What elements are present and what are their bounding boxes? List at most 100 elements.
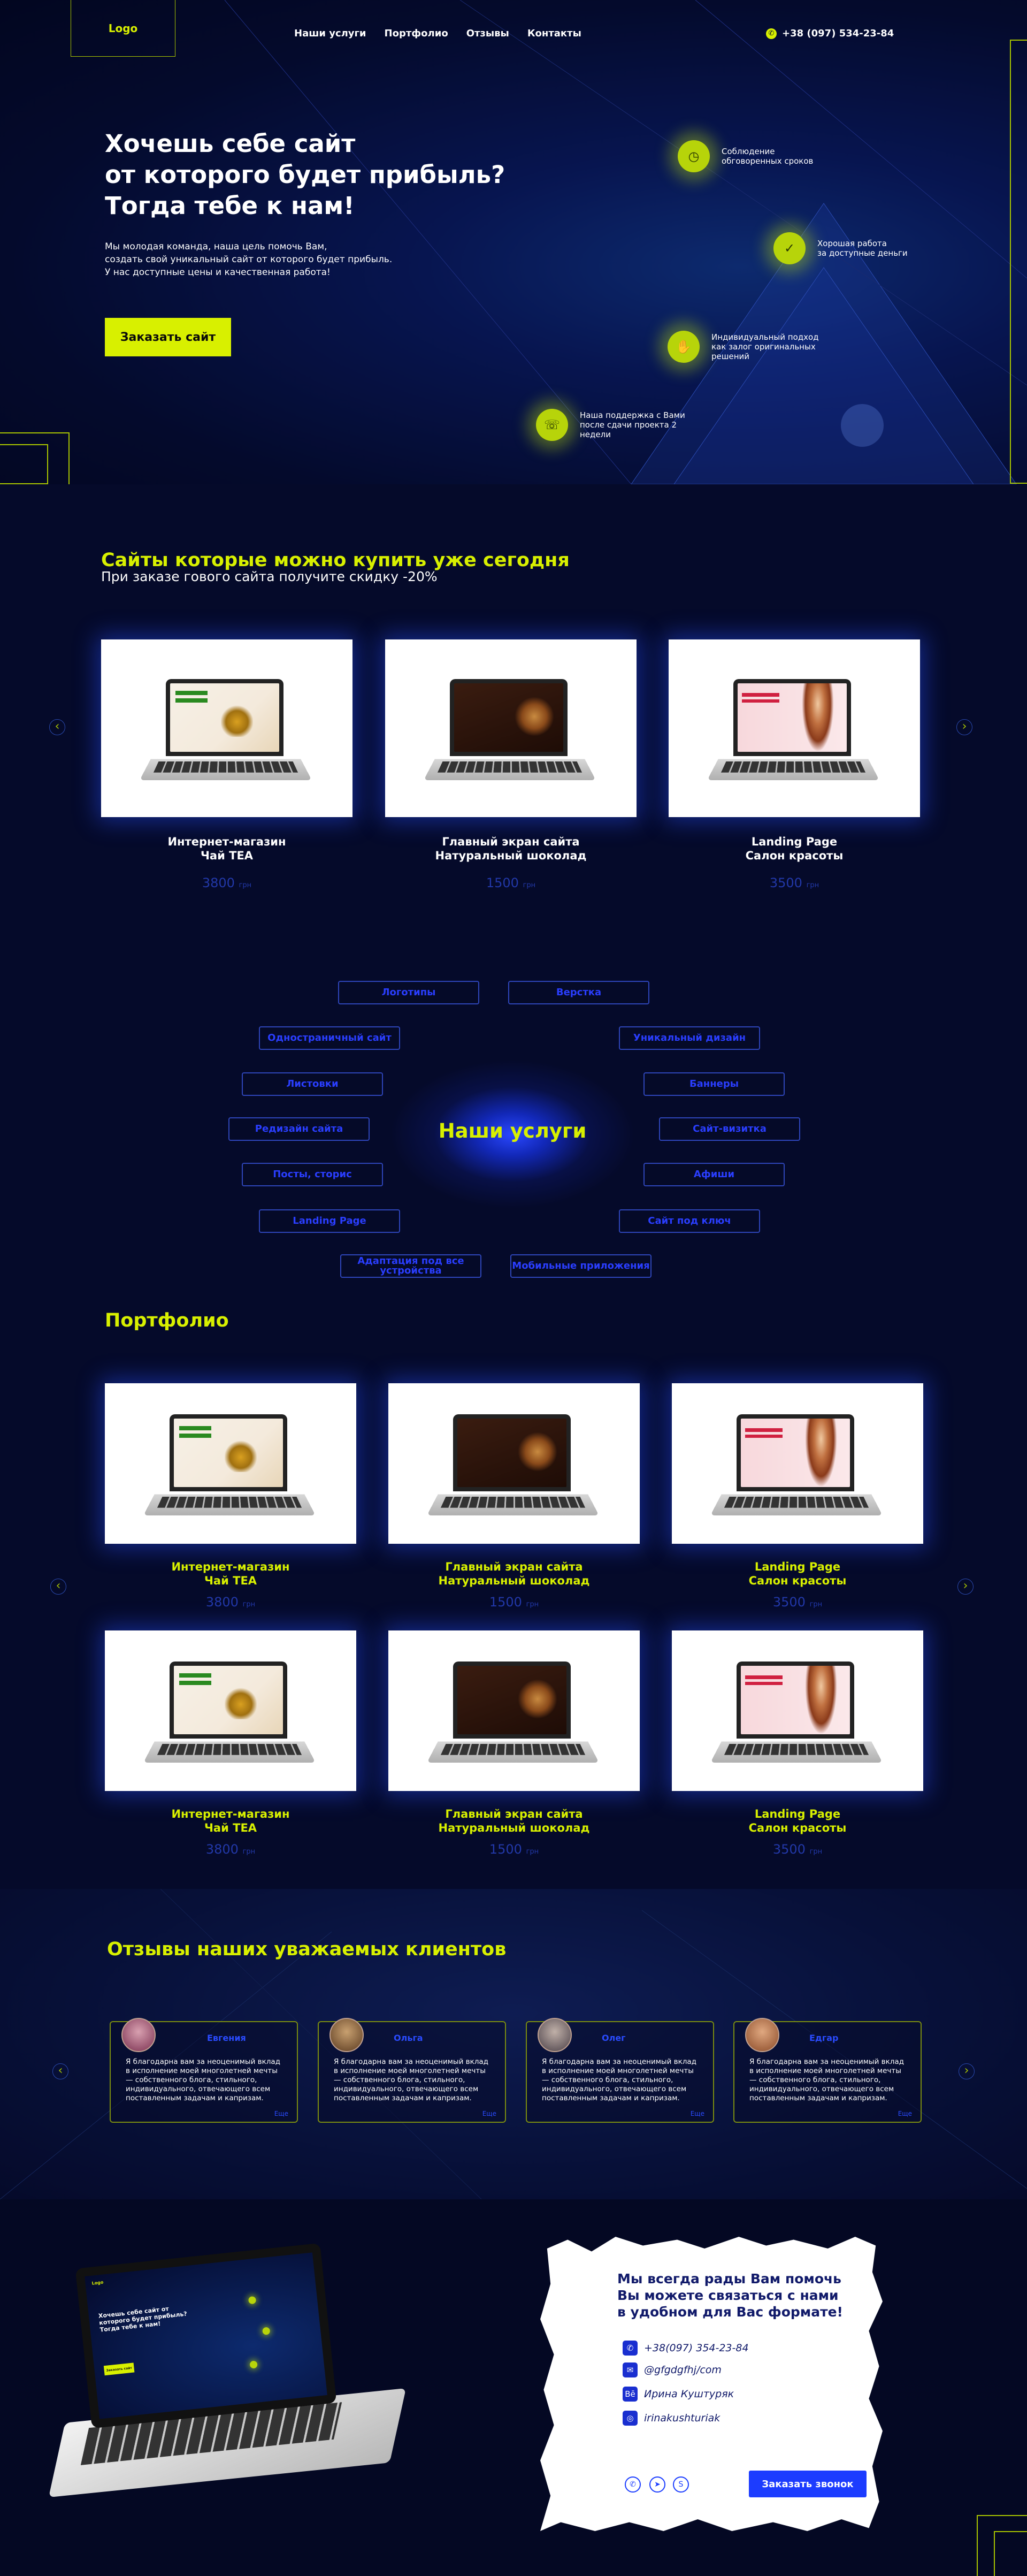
contact-behance[interactable]: Bē Ирина Куштуряк [623, 2387, 734, 2402]
laptop-mockup [710, 1405, 883, 1522]
review-author: Олег [602, 2033, 626, 2043]
viber-icon[interactable]: ✆ [625, 2476, 641, 2493]
service-business-card-site[interactable]: Сайт-визитка [659, 1117, 800, 1141]
service-markup[interactable]: Верстка [508, 981, 649, 1004]
phone-icon: ✆ [766, 28, 777, 39]
nav-contacts[interactable]: Контакты [527, 28, 581, 39]
service-logos[interactable]: Логотипы [338, 981, 479, 1004]
skype-icon[interactable]: S [673, 2476, 689, 2493]
feature-text: Соблюдение обговоренных сроков [722, 147, 814, 166]
telegram-icon[interactable]: ➤ [649, 2476, 665, 2493]
clock-icon: ◷ [678, 140, 710, 172]
service-banners[interactable]: Баннеры [643, 1072, 785, 1096]
laptop-mockup [143, 1405, 316, 1522]
hero-section: Logo Наши услуги Портфолио Отзывы Контак… [0, 0, 1027, 484]
feature-support: ☏ Наша поддержка с Вами после сдачи проек… [536, 409, 708, 441]
review-text: Я благодарна вам за неоценимый вклад в и… [334, 2057, 489, 2102]
feature-price: ✓ Хорошая работа за доступные деньги [773, 232, 946, 264]
nav-services[interactable]: Наши услуги [294, 28, 366, 39]
ready-card-image[interactable] [101, 639, 352, 817]
reviews-next-arrow[interactable]: › [959, 2063, 975, 2079]
portfolio-prev-arrow[interactable]: ‹ [50, 1579, 66, 1595]
feature-individual: ✋ Индивидуальный подход как залог оригина… [668, 331, 840, 363]
portfolio-card-title: Landing Page Салон красоты [748, 1808, 847, 1834]
decor-square [0, 444, 48, 484]
review-more-link[interactable]: Еще [690, 2110, 704, 2117]
mini-logo: Logo [91, 2280, 104, 2286]
avatar [538, 2018, 572, 2052]
header-phone[interactable]: ✆ +38 (097) 534-23-84 [766, 28, 894, 39]
hero-title-line: Хочешь себе сайт [105, 129, 356, 158]
order-site-button[interactable]: Заказать сайт [105, 318, 231, 356]
contact-phone[interactable]: ✆ +38(097) 354-23-84 [623, 2341, 749, 2356]
reviews-prev-arrow[interactable]: ‹ [52, 2063, 68, 2079]
hero-text-line: У нас доступные цены и качественная рабо… [105, 267, 331, 278]
ready-card-image[interactable] [385, 639, 637, 817]
main-nav: Наши услуги Портфолио Отзывы Контакты [294, 28, 581, 39]
review-more-link[interactable]: Еще [898, 2110, 912, 2117]
laptop-mockup [426, 1652, 600, 1770]
mini-title: Хочешь себе сайт от которого будет прибы… [98, 2305, 188, 2334]
ready-card-title: Главный экран сайта Натуральный шоколад [435, 835, 587, 862]
portfolio-card-image[interactable] [672, 1630, 923, 1791]
nav-portfolio[interactable]: Портфолио [384, 28, 448, 39]
mail-icon: ✉ [623, 2362, 638, 2377]
instagram-icon: ◎ [623, 2411, 638, 2426]
service-posters[interactable]: Афиши [643, 1163, 785, 1186]
service-one-page[interactable]: Одностраничный сайт [259, 1026, 400, 1050]
contact-email[interactable]: ✉ @gfgdgfhj/com [623, 2362, 722, 2377]
support-icon: ☏ [536, 409, 568, 441]
laptop-mockup [423, 669, 596, 787]
mini-order-button: Заказать сайт [103, 2362, 135, 2376]
check-icon: ✓ [773, 232, 806, 264]
avatar [745, 2018, 779, 2052]
portfolio-card-image[interactable] [672, 1383, 923, 1544]
contact-title: Мы всегда рады Вам помочь Вы можете связа… [617, 2271, 843, 2320]
review-author: Ольга [394, 2033, 423, 2043]
service-redesign[interactable]: Редизайн сайта [228, 1117, 370, 1141]
portfolio-card-price: 1500 грн [489, 1595, 539, 1610]
hero-text-line: создать свой уникальный сайт от которого… [105, 254, 393, 265]
review-more-link[interactable]: Еще [482, 2110, 496, 2117]
service-posts[interactable]: Посты, сторис [242, 1163, 383, 1186]
ready-card-title: Интернет-магазин Чай TEA [167, 835, 286, 862]
ready-card-price: 3800 грн [202, 875, 252, 890]
service-turnkey-site[interactable]: Сайт под ключ [619, 1209, 760, 1233]
ready-subtitle: При заказе гового сайта получите скидку … [101, 569, 438, 584]
portfolio-next-arrow[interactable]: › [957, 1579, 974, 1595]
logo[interactable]: Logo [71, 0, 175, 57]
logo-text: Logo [108, 21, 138, 35]
request-call-button[interactable]: Заказать звонок [749, 2471, 867, 2497]
review-text: Я благодарна вам за неоценимый вклад в и… [542, 2057, 697, 2102]
service-flyers[interactable]: Листовки [242, 1072, 383, 1096]
portfolio-card-title: Интернет-магазин Чай TEA [171, 1560, 290, 1587]
ready-next-arrow[interactable]: › [956, 719, 972, 735]
service-adaptation[interactable]: Адаптация под все устройства [340, 1254, 481, 1278]
service-unique-design[interactable]: Уникальный дизайн [619, 1026, 760, 1050]
contact-email-text: @gfgdgfhj/com [644, 2364, 722, 2376]
phone-icon: ✆ [623, 2341, 638, 2356]
contact-instagram[interactable]: ◎ irinakushturiak [623, 2411, 720, 2426]
hero-text-line: Мы молодая команда, наша цель помочь Вам… [105, 241, 327, 252]
service-mobile-apps[interactable]: Мобильные приложения [510, 1254, 652, 1278]
services-glow [389, 1060, 635, 1209]
portfolio-card-image[interactable] [105, 1383, 356, 1544]
decor-square [0, 432, 70, 484]
portfolio-card-image[interactable] [388, 1383, 640, 1544]
portfolio-card-image[interactable] [388, 1630, 640, 1791]
ready-title: Сайты которые можно купить уже сегодня [101, 550, 570, 571]
contact-phone-text: +38(097) 354-23-84 [644, 2342, 749, 2354]
service-landing-page[interactable]: Landing Page [259, 1209, 400, 1233]
review-card: Едгар Я благодарна вам за неоценимый вкл… [733, 2018, 922, 2123]
portfolio-card-price: 3800 грн [205, 1842, 256, 1857]
portfolio-card-price: 3500 грн [772, 1595, 823, 1610]
portfolio-card-image[interactable] [105, 1630, 356, 1791]
avatar [121, 2018, 156, 2052]
ready-card-image[interactable] [669, 639, 920, 817]
portfolio-card-title: Landing Page Салон красоты [748, 1560, 847, 1587]
laptop-mockup [707, 669, 880, 787]
ready-prev-arrow[interactable]: ‹ [49, 719, 65, 735]
review-more-link[interactable]: Еще [274, 2110, 288, 2117]
nav-reviews[interactable]: Отзывы [466, 28, 509, 39]
portfolio-title: Портфолио [105, 1310, 229, 1331]
